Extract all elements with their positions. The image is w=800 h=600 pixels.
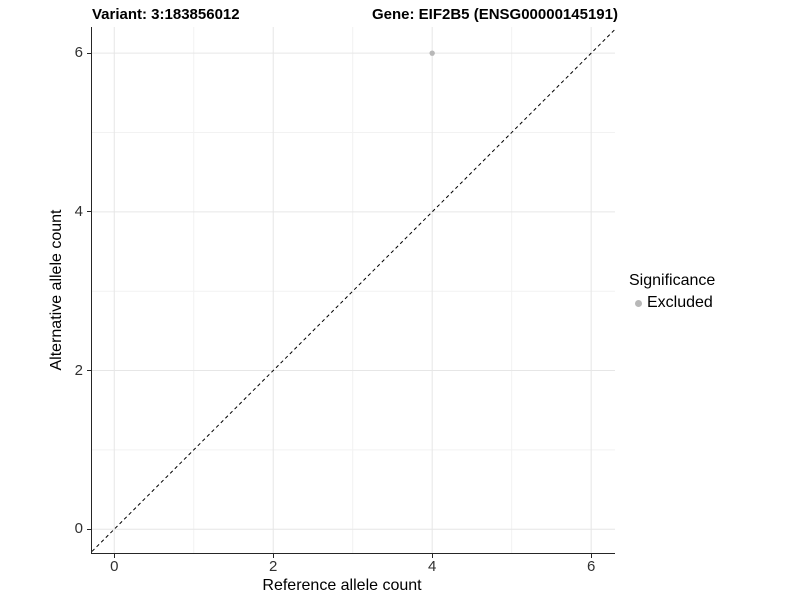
- legend-point-icon: [629, 294, 647, 312]
- plot-panel: [91, 27, 615, 554]
- x-tick-mark: [113, 554, 115, 558]
- data-point: [429, 50, 435, 56]
- legend-entry-label: Excluded: [647, 294, 713, 311]
- y-tick-label: 6: [74, 44, 83, 62]
- x-tick-label: 2: [269, 558, 278, 575]
- y-tick-mark: [87, 52, 91, 54]
- legend: Significance Excluded: [629, 270, 715, 313]
- y-tick-mark: [87, 528, 91, 530]
- x-tick-label: 6: [586, 558, 596, 575]
- y-tick-mark: [87, 211, 91, 213]
- plot-canvas: [92, 27, 615, 553]
- identity-dashed-line: [92, 29, 615, 552]
- x-axis-title: Reference allele count: [262, 577, 422, 594]
- x-tick-mark: [590, 554, 592, 558]
- x-tick-label: 4: [428, 558, 437, 575]
- plot-title-variant: Variant: 3:183856012: [92, 6, 240, 23]
- y-tick-label: 0: [74, 520, 83, 538]
- x-tick-mark: [272, 554, 274, 558]
- y-tick-label: 2: [74, 361, 83, 379]
- y-axis-title: Alternative allele count: [48, 209, 65, 371]
- plot-title-gene: Gene: EIF2B5 (ENSG00000145191): [372, 6, 618, 23]
- y-tick-mark: [87, 370, 91, 372]
- x-tick-mark: [431, 554, 433, 558]
- legend-title: Significance: [629, 272, 716, 289]
- x-tick-label: 0: [110, 558, 119, 575]
- legend-entry-excluded: Excluded: [629, 293, 715, 313]
- y-tick-label: 4: [74, 202, 83, 220]
